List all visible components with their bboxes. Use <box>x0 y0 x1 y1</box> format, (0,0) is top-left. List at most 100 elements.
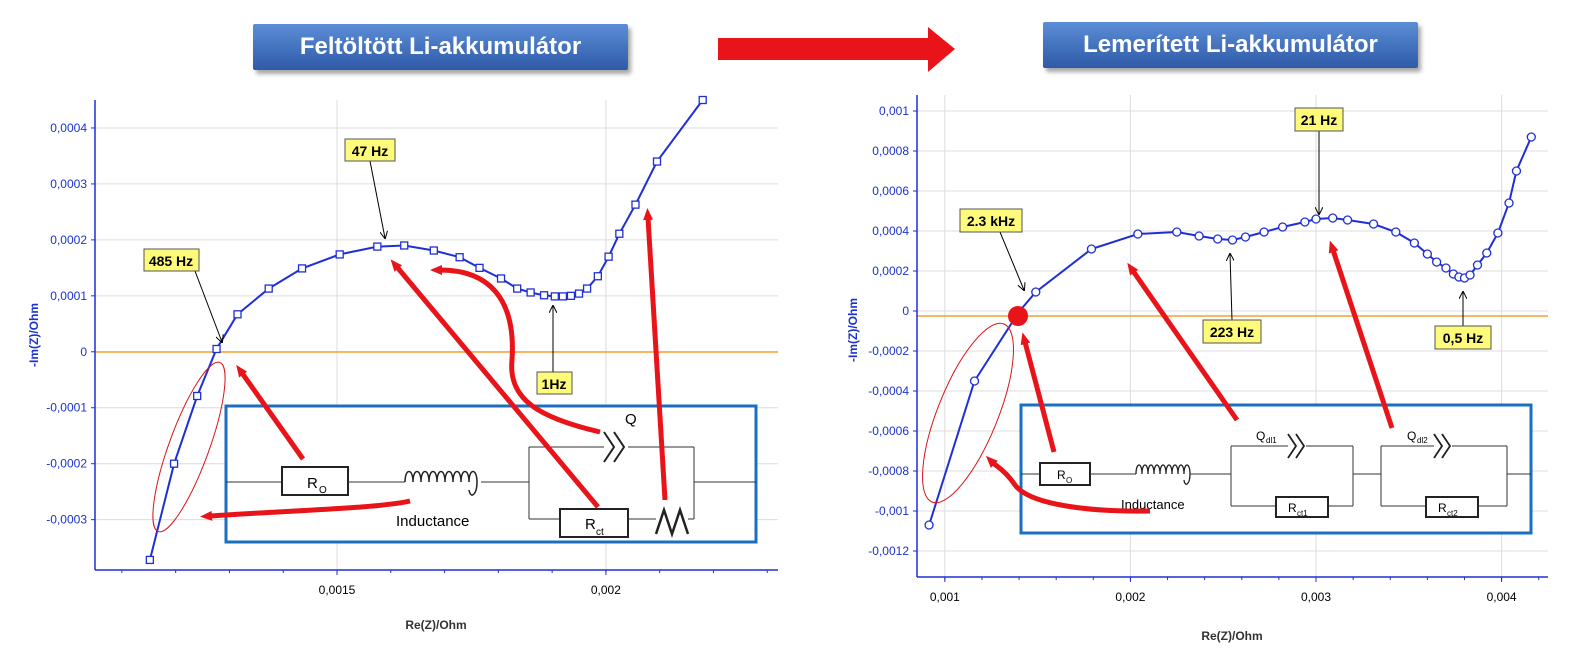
y-tick-label: 0,0003 <box>50 177 87 191</box>
data-point <box>924 520 934 530</box>
right-qdl2-label: Q <box>1407 429 1416 443</box>
left-ro-subscript: O <box>319 485 327 496</box>
y-tick-label: 0,0002 <box>50 233 87 247</box>
data-point <box>631 200 640 209</box>
right-inductance-label: Inductance <box>1121 497 1185 512</box>
left-red-arrows <box>200 208 668 521</box>
callout-21hz-text: 21 Hz <box>1301 112 1338 128</box>
data-point <box>1441 263 1451 273</box>
left-inductive-ellipse <box>152 361 226 533</box>
data-point <box>400 241 409 250</box>
data-point <box>1194 231 1204 241</box>
data-point <box>1493 228 1503 238</box>
right-resistor-rct1 <box>1275 496 1329 518</box>
y-tick-label: -0,0006 <box>868 424 909 438</box>
left-rct-label: R <box>585 516 596 533</box>
data-point <box>550 292 559 301</box>
data-point <box>1277 222 1288 232</box>
data-point <box>593 272 602 281</box>
data-point <box>1368 219 1379 229</box>
right-ro-subscript: O <box>1066 476 1072 485</box>
right-rct1-subscript: ct1 <box>1297 509 1308 518</box>
data-point <box>169 459 179 468</box>
data-point <box>264 284 273 293</box>
right-ro-label: R <box>1057 468 1066 482</box>
right-cpe-qdl1 <box>1287 433 1306 459</box>
callout-2-3khz-text: 2.3 kHz <box>967 213 1015 229</box>
data-point <box>1504 198 1514 208</box>
data-point <box>1213 234 1223 244</box>
y-tick-label: -0,0001 <box>46 401 87 415</box>
left-q-label: Q <box>625 411 637 428</box>
y-tick-label: -0,0004 <box>868 384 909 398</box>
right-nyquist-chart: 0,001 0,0008 0,0006 0,0004 0,0002 0 -0,0002 -0,… <box>846 95 1548 643</box>
data-point <box>615 229 624 238</box>
left-y-axis-label: -Im(Z)/Ohm <box>27 303 41 367</box>
y-tick-label: -0,0002 <box>46 457 87 471</box>
y-tick-label: -0,0012 <box>868 544 909 558</box>
right-red-arrows <box>985 240 1395 514</box>
data-point <box>1031 287 1041 297</box>
left-title-banner: Feltöltött Li-akkumulátor <box>253 24 628 70</box>
x-tick-label: 0,002 <box>1115 590 1145 604</box>
data-point <box>193 391 202 401</box>
right-series-markers <box>924 132 1536 530</box>
data-point <box>1422 249 1433 259</box>
data-point <box>373 242 382 251</box>
right-x-axis-label: Re(Z)/Ohm <box>1201 629 1262 643</box>
right-rct2-label: R <box>1438 501 1447 515</box>
left-resistor-ro <box>281 466 349 496</box>
data-point <box>1311 214 1321 224</box>
left-nyquist-chart: 0,0004 0,0003 0,0002 0,0001 0 -0,0001 -0,0002 -… <box>27 95 778 632</box>
data-point <box>496 274 506 283</box>
callout-2-3khz: 2.3 kHz <box>959 208 1024 290</box>
data-point <box>574 289 584 298</box>
x-tick-label: 0,002 <box>591 583 621 597</box>
right-qdl1-subscript: dl1 <box>1266 436 1277 445</box>
data-point <box>1133 229 1143 239</box>
right-title-banner: Lemerített Li-akkumulátor <box>1043 22 1418 68</box>
data-point <box>1472 260 1483 270</box>
y-tick-label: 0,0008 <box>872 144 909 158</box>
left-inductor-coil <box>404 470 478 496</box>
right-rct2-subscript: ct2 <box>1447 509 1458 518</box>
data-point <box>1342 215 1353 225</box>
data-point <box>1086 244 1097 254</box>
left-rct-subscript: ct <box>596 527 604 538</box>
data-point <box>698 95 707 105</box>
left-ro-label: R <box>307 475 318 492</box>
x-tick-label: 0,003 <box>1301 590 1331 604</box>
data-point <box>297 264 307 273</box>
left-x-axis-label: Re(Z)/Ohm <box>405 618 466 632</box>
y-tick-label: 0,0001 <box>50 289 87 303</box>
right-qdl2-subscript: dl2 <box>1417 436 1428 445</box>
left-inductance-label: Inductance <box>396 513 469 530</box>
data-point <box>1227 235 1238 245</box>
data-point <box>455 253 464 262</box>
y-tick-label: 0 <box>80 345 87 359</box>
callout-223hz-text: 223 Hz <box>1210 324 1254 340</box>
left-equivalent-circuit: R O Inductance Q R ct <box>224 404 758 544</box>
y-tick-label: 0,001 <box>879 104 909 118</box>
callout-1hz: 1Hz <box>536 306 573 395</box>
data-point <box>335 250 344 259</box>
data-point <box>539 291 549 300</box>
callout-0-5hz: 0,5 Hz <box>1434 292 1492 350</box>
data-point <box>1465 270 1475 280</box>
left-series-markers <box>145 95 707 565</box>
data-point <box>1328 213 1338 223</box>
y-tick-label: -0,0003 <box>46 513 87 527</box>
data-point <box>1259 227 1269 237</box>
data-point <box>1300 217 1310 227</box>
x-tick-label: 0,0015 <box>319 583 356 597</box>
x-tick-label: 0,004 <box>1487 590 1517 604</box>
data-point <box>1526 132 1536 142</box>
data-point <box>604 252 613 261</box>
right-tick-labels: 0,001 0,0008 0,0006 0,0004 0,0002 0 -0,0002 -0,… <box>868 104 1540 604</box>
data-point <box>969 376 980 386</box>
data-point <box>429 246 438 255</box>
callout-47hz-text: 47 Hz <box>352 143 389 159</box>
callout-47hz: 47 Hz <box>344 138 396 238</box>
left-cpe-q <box>603 431 626 463</box>
